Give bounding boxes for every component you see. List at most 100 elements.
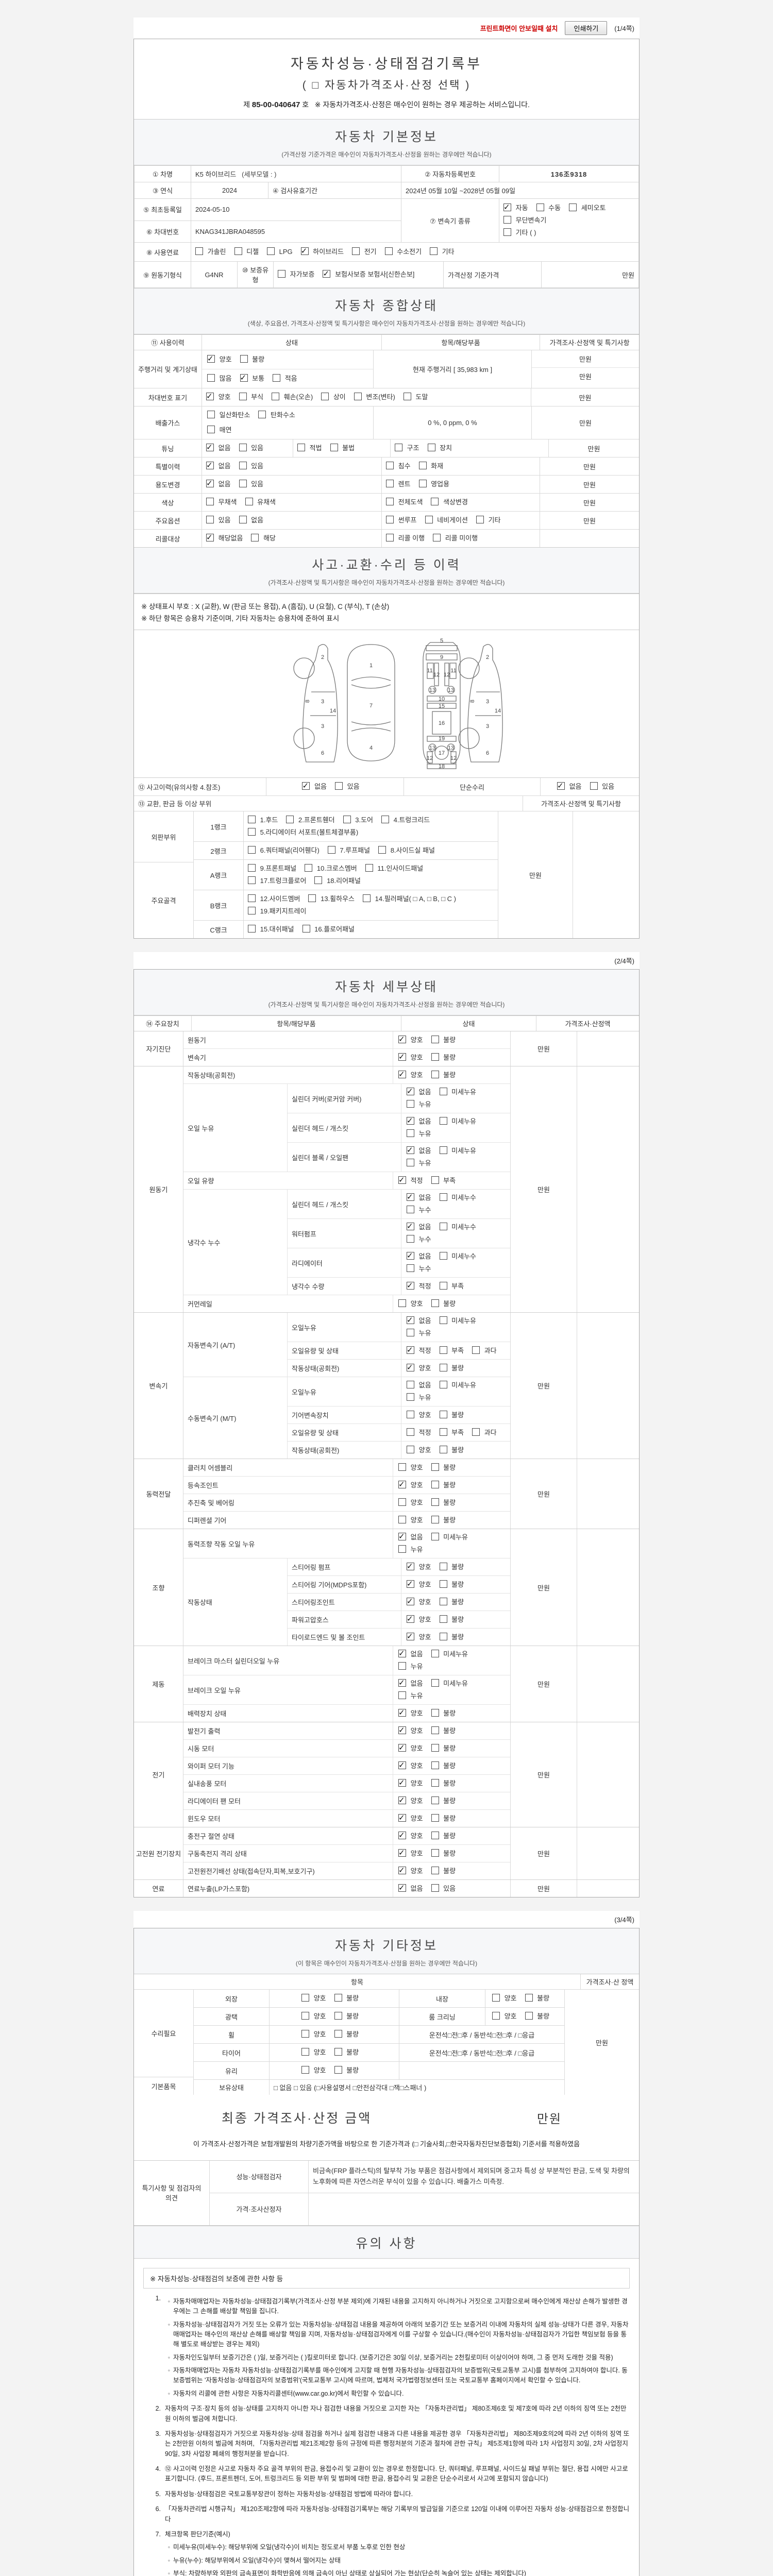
checkbox-icon[interactable] [439,1410,447,1418]
checkbox-icon[interactable] [407,1235,414,1243]
checkbox-checked-icon[interactable] [503,201,512,214]
checkbox-option[interactable]: 하이브리드 [300,245,344,258]
checkbox-icon[interactable] [407,1393,414,1401]
checkbox-option[interactable]: 없음 [407,1086,431,1098]
checkbox-icon[interactable] [398,1691,406,1699]
checkbox-option[interactable]: 불량 [431,1052,456,1064]
checkbox-icon[interactable] [301,2066,309,2074]
checkbox-option[interactable]: 양호 [301,2028,326,2041]
checkbox-icon[interactable] [525,1994,533,2002]
checkbox-icon[interactable] [431,1761,439,1769]
checkbox-option[interactable]: 가솔린 [195,246,226,258]
checkbox-option[interactable]: 불량 [439,1614,464,1626]
checkbox-option[interactable]: 양호 [207,353,232,366]
checkbox-option[interactable]: 디젤 [234,246,259,258]
checkbox-icon[interactable] [439,1445,447,1453]
checkbox-checked-icon[interactable] [398,1707,406,1719]
checkbox-icon[interactable] [431,1831,439,1839]
checkbox-icon[interactable] [272,393,280,400]
checkbox-option[interactable]: 불량 [431,1812,456,1825]
checkbox-option[interactable]: 전체도색 [386,496,423,509]
checkbox-icon[interactable] [334,2012,342,2020]
checkbox-option[interactable]: 색상변경 [431,496,468,509]
checkbox-icon[interactable] [398,1515,406,1523]
checkbox-checked-icon[interactable] [398,1677,406,1689]
checkbox-option[interactable]: 적음 [273,372,297,385]
checkbox-icon[interactable] [386,498,394,505]
checkbox-checked-icon[interactable] [398,1742,406,1754]
checkbox-option[interactable]: 3.도어 [343,814,373,826]
checkbox-checked-icon[interactable] [302,780,310,792]
checkbox-checked-icon[interactable] [407,1596,414,1608]
checkbox-checked-icon[interactable] [206,478,214,490]
checkbox-option[interactable]: 없음 [206,442,231,454]
checkbox-option[interactable]: 미세누유 [431,1531,468,1544]
checkbox-checked-icon[interactable] [206,391,214,403]
checkbox-option[interactable]: 불량 [431,1479,456,1492]
checkbox-icon[interactable] [239,393,247,400]
checkbox-icon[interactable] [472,1428,480,1436]
checkbox-option[interactable]: 상이 [321,391,346,403]
checkbox-option[interactable]: 누수 [407,1263,431,1275]
checkbox-icon[interactable] [407,1129,414,1137]
checkbox-option[interactable]: 5.라디에이터 서포트(볼트체결부품) [248,826,358,839]
checkbox-option[interactable]: 양호 [301,2046,326,2059]
checkbox-checked-icon[interactable] [206,460,214,472]
checkbox-option[interactable]: 미세누유 [439,1315,476,1327]
checkbox-icon[interactable] [207,426,215,433]
checkbox-option[interactable]: 불량 [334,2064,359,2077]
checkbox-icon[interactable] [439,1281,447,1290]
checkbox-icon[interactable] [431,1796,439,1804]
checkbox-icon[interactable] [472,1346,480,1354]
checkbox-option[interactable]: 불량 [334,2010,359,2023]
checkbox-icon[interactable] [431,1814,439,1822]
checkbox-icon[interactable] [407,1206,414,1213]
checkbox-option[interactable]: 있음 [239,460,263,472]
checkbox-option[interactable]: 누유 [407,1327,431,1340]
checkbox-option[interactable]: 미세누유 [439,1086,476,1098]
checkbox-icon[interactable] [431,1679,439,1687]
checkbox-icon[interactable] [386,516,394,523]
checkbox-option[interactable]: 보험사보증 보험사[신한손보] [323,268,414,281]
checkbox-option[interactable]: 도말 [403,391,428,403]
checkbox-option[interactable]: 없음 [407,1115,431,1128]
checkbox-checked-icon[interactable] [398,1033,406,1046]
checkbox-option[interactable]: 누유 [398,1544,423,1556]
checkbox-icon[interactable] [427,444,435,451]
checkbox-icon[interactable] [301,1994,309,2002]
checkbox-option[interactable]: 미세누유 [431,1677,468,1690]
checkbox-option[interactable]: 불량 [431,1760,456,1772]
checkbox-option[interactable]: 적정 [398,1174,423,1187]
checkbox-icon[interactable] [439,1146,447,1154]
checkbox-icon[interactable] [439,1597,447,1605]
checkbox-option[interactable]: 불량 [431,1865,456,1877]
checkbox-icon[interactable] [207,411,215,418]
checkbox-icon[interactable] [418,480,427,487]
checkbox-icon[interactable] [206,498,214,505]
checkbox-icon[interactable] [248,816,256,823]
checkbox-option[interactable]: LPG [267,246,293,258]
checkbox-icon[interactable] [407,1159,414,1166]
checkbox-option[interactable]: 14.필러패널( □ A, □ B, □ C ) [363,893,456,905]
checkbox-icon[interactable] [207,374,215,382]
checkbox-icon[interactable] [248,846,256,854]
checkbox-icon[interactable] [245,498,253,505]
checkbox-icon[interactable] [386,480,394,487]
checkbox-option[interactable]: 불량 [431,1707,456,1720]
checkbox-icon[interactable] [431,1884,439,1892]
checkbox-option[interactable]: 적정 [407,1427,431,1439]
checkbox-icon[interactable] [431,1849,439,1857]
checkbox-option[interactable]: 없음 [302,780,327,793]
checkbox-checked-icon[interactable] [398,1865,406,1877]
checkbox-icon[interactable] [343,816,351,823]
checkbox-icon[interactable] [363,894,371,902]
checkbox-option[interactable]: 일산화탄소 [207,409,250,421]
checkbox-icon[interactable] [439,1223,447,1230]
checkbox-option[interactable]: 양호 [398,1069,423,1081]
checkbox-icon[interactable] [248,828,256,836]
checkbox-icon[interactable] [590,782,598,790]
checkbox-option[interactable]: 미세누수 [439,1192,476,1204]
checkbox-option[interactable]: 리콜 미이행 [433,532,478,545]
checkbox-icon[interactable] [305,864,313,872]
print-install-notice[interactable]: 프린트화면이 안보일때 설치 [480,25,558,32]
